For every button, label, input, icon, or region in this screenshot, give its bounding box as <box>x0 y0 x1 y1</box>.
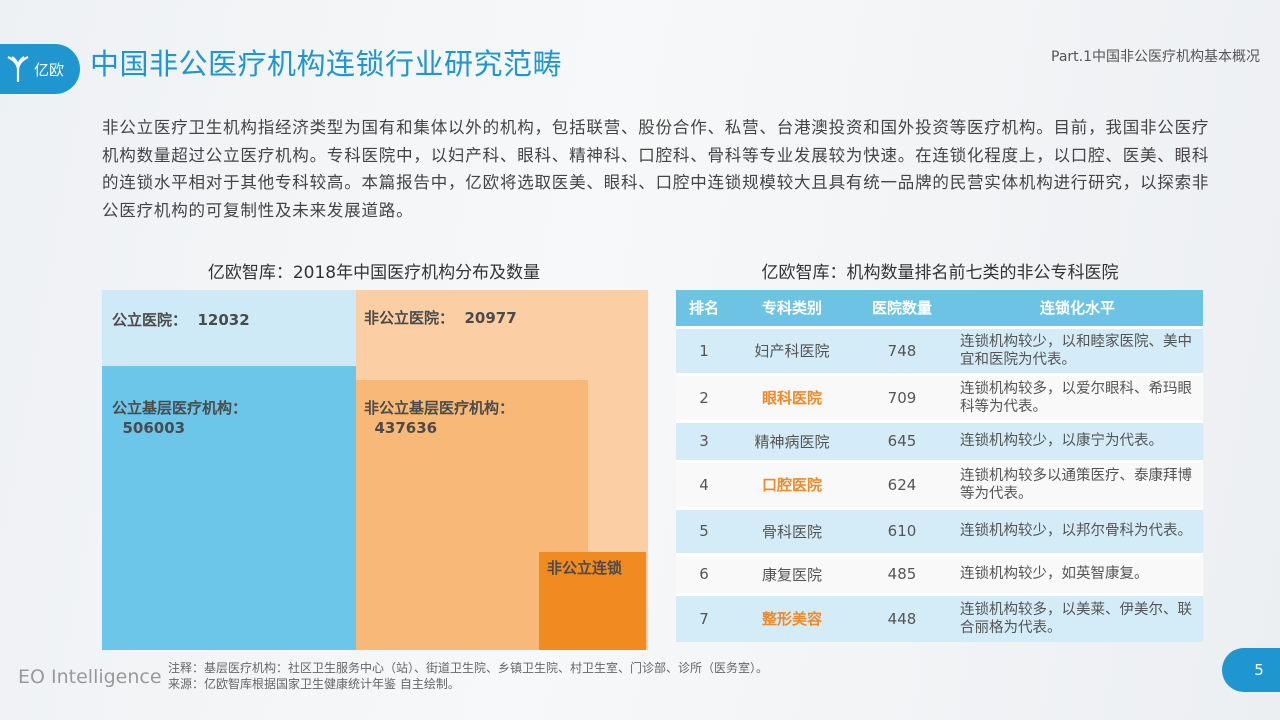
cell-rank: 4 <box>676 459 732 508</box>
footnote-source: 来源：亿欧智库根据国家卫生健康统计年鉴 自主绘制。 <box>168 677 460 691</box>
col-category: 专科类别 <box>732 290 852 327</box>
cell-chain: 连锁机构较少，以邦尔骨科为代表。 <box>952 506 1203 554</box>
cell-count: 748 <box>852 325 952 374</box>
cell-count: 645 <box>852 419 952 461</box>
cell-count: 624 <box>852 459 952 508</box>
cell-chain: 连锁机构较少，以和睦家医院、美中宜和医院为代表。 <box>952 325 1203 374</box>
cell-category: 口腔医院 <box>732 459 852 508</box>
label-public-primary: 公立基层医疗机构： 506003 <box>112 399 248 437</box>
label-public-hospital: 公立医院： 12032 <box>112 311 250 329</box>
section-label: Part.1中国非公医疗机构基本概况 <box>1051 49 1260 65</box>
block-public-primary: 公立基层医疗机构： 506003 <box>102 366 356 650</box>
col-rank: 排名 <box>676 290 732 327</box>
label-private-hospital: 非公立医院： 20977 <box>364 309 517 327</box>
cell-rank: 2 <box>676 372 732 421</box>
cell-chain: 连锁机构较多，以爱尔眼科、希玛眼科等为代表。 <box>952 372 1203 421</box>
cell-chain: 连锁机构较少，以康宁为代表。 <box>952 419 1203 461</box>
table-row: 2 眼科医院 709 连锁机构较多，以爱尔眼科、希玛眼科等为代表。 <box>676 372 1203 421</box>
table-row: 6 康复医院 485 连锁机构较少，如英智康复。 <box>676 552 1203 594</box>
cell-category: 康复医院 <box>732 552 852 594</box>
cell-rank: 3 <box>676 419 732 461</box>
logo-text: 亿欧 <box>34 60 65 79</box>
label-private-chain: 非公立连锁 <box>547 559 623 577</box>
cell-chain: 连锁机构较多，以美莱、伊美尔、联合丽格为代表。 <box>952 592 1203 642</box>
block-public-hospital: 公立医院： 12032 <box>102 290 356 366</box>
col-count: 医院数量 <box>852 290 952 327</box>
treemap-title: 亿欧智库：2018年中国医疗机构分布及数量 <box>207 263 541 283</box>
yiou-logo-icon <box>7 56 29 82</box>
cell-category: 精神病医院 <box>732 419 852 461</box>
intro-paragraph: 非公立医疗卫生机构指经济类型为国有和集体以外的机构，包括联营、股份合作、私营、台… <box>102 118 1210 220</box>
footnote-note: 注释：基层医疗机构：社区卫生服务中心（站）、街道卫生院、乡镇卫生院、村卫生室、门… <box>168 661 769 675</box>
table-row: 5 骨科医院 610 连锁机构较少，以邦尔骨科为代表。 <box>676 506 1203 554</box>
cell-chain: 连锁机构较少，如英智康复。 <box>952 552 1203 594</box>
cell-count: 709 <box>852 372 952 421</box>
brand-logo: 亿欧 <box>0 44 80 94</box>
table-row: 7 整形美容 448 连锁机构较多，以美莱、伊美尔、联合丽格为代表。 <box>676 592 1203 642</box>
table-header-row: 排名 专科类别 医院数量 连锁化水平 <box>676 290 1203 327</box>
footnotes: 注释：基层医疗机构：社区卫生服务中心（站）、街道卫生院、乡镇卫生院、村卫生室、门… <box>168 660 768 692</box>
treemap-chart: 公立医院： 12032 公立基层医疗机构： 506003 非公立医院： 2097… <box>102 290 648 650</box>
label-private-primary: 非公立基层医疗机构： 437636 <box>364 399 515 437</box>
cell-category: 眼科医院 <box>732 372 852 421</box>
cell-category: 妇产科医院 <box>732 325 852 374</box>
cell-rank: 5 <box>676 506 732 554</box>
cell-category: 整形美容 <box>732 592 852 642</box>
table-row: 4 口腔医院 624 连锁机构较多以通策医疗、泰康拜博等为代表。 <box>676 459 1203 508</box>
cell-count: 610 <box>852 506 952 554</box>
cell-rank: 1 <box>676 325 732 374</box>
page-number-badge: 5 <box>1222 648 1280 692</box>
page-title: 中国非公医疗机构连锁行业研究范畴 <box>90 47 563 81</box>
table-row: 1 妇产科医院 748 连锁机构较少，以和睦家医院、美中宜和医院为代表。 <box>676 325 1203 374</box>
col-chain-level: 连锁化水平 <box>952 290 1203 327</box>
footer-brand: EO Intelligence <box>18 666 162 688</box>
cell-rank: 6 <box>676 552 732 594</box>
cell-count: 485 <box>852 552 952 594</box>
block-private-chain: 非公立连锁 <box>539 552 646 650</box>
cell-count: 448 <box>852 592 952 642</box>
table-row: 3 精神病医院 645 连锁机构较少，以康宁为代表。 <box>676 419 1203 461</box>
specialty-ranking-table: 排名 专科类别 医院数量 连锁化水平 1 妇产科医院 748 连锁机构较少，以和… <box>676 290 1203 642</box>
cell-rank: 7 <box>676 592 732 642</box>
page-number: 5 <box>1254 661 1264 679</box>
cell-chain: 连锁机构较多以通策医疗、泰康拜博等为代表。 <box>952 459 1203 508</box>
table-title: 亿欧智库：机构数量排名前七类的非公专科医院 <box>761 263 1119 283</box>
cell-category: 骨科医院 <box>732 506 852 554</box>
